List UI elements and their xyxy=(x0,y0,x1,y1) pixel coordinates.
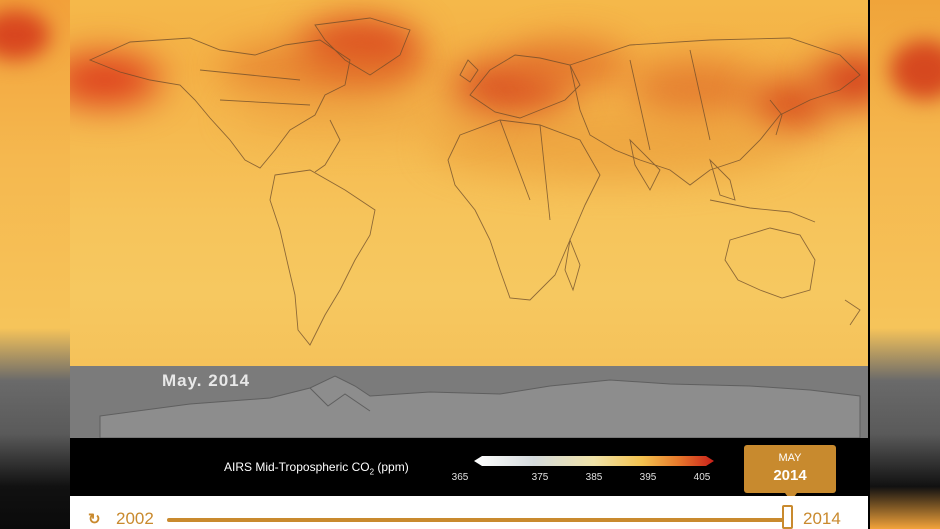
current-month: MAY xyxy=(778,452,802,464)
right-blurred-margin xyxy=(870,0,940,529)
timeline-start-year: 2002 xyxy=(116,509,154,528)
legend-title: AIRS Mid-Tropospheric CO2 (ppm) xyxy=(224,460,409,477)
current-date-box: MAY 2014 xyxy=(744,445,836,501)
date-label: May. 2014 xyxy=(162,371,251,390)
coastline-outlines xyxy=(88,17,861,346)
left-blurred-margin xyxy=(0,0,70,529)
scale-tick-375: 375 xyxy=(531,472,549,483)
scale-tick-405: 405 xyxy=(693,472,711,483)
antarctica-panel: May. 2014 xyxy=(70,366,868,438)
timeline-end-year: 2014 xyxy=(803,509,841,528)
timeline-handle[interactable] xyxy=(782,505,793,529)
co2-world-map xyxy=(70,0,868,366)
visualization-frame: May. 2014 AIRS Mid-Tropospheric CO2 (ppm… xyxy=(70,0,868,529)
replay-icon[interactable]: ↻ xyxy=(88,511,101,528)
scale-tick-395: 395 xyxy=(639,472,657,483)
antarctica-landmass xyxy=(99,375,861,438)
timeline-track[interactable] xyxy=(167,518,784,522)
current-year: 2014 xyxy=(773,467,807,484)
legend-bar: AIRS Mid-Tropospheric CO2 (ppm) 365 375 … xyxy=(70,438,868,501)
scale-tick-385: 385 xyxy=(585,472,603,483)
scale-tick-365: 365 xyxy=(451,472,469,483)
color-scale xyxy=(474,456,714,466)
timeline-bar: ↻ 2002 2014 xyxy=(70,496,868,529)
